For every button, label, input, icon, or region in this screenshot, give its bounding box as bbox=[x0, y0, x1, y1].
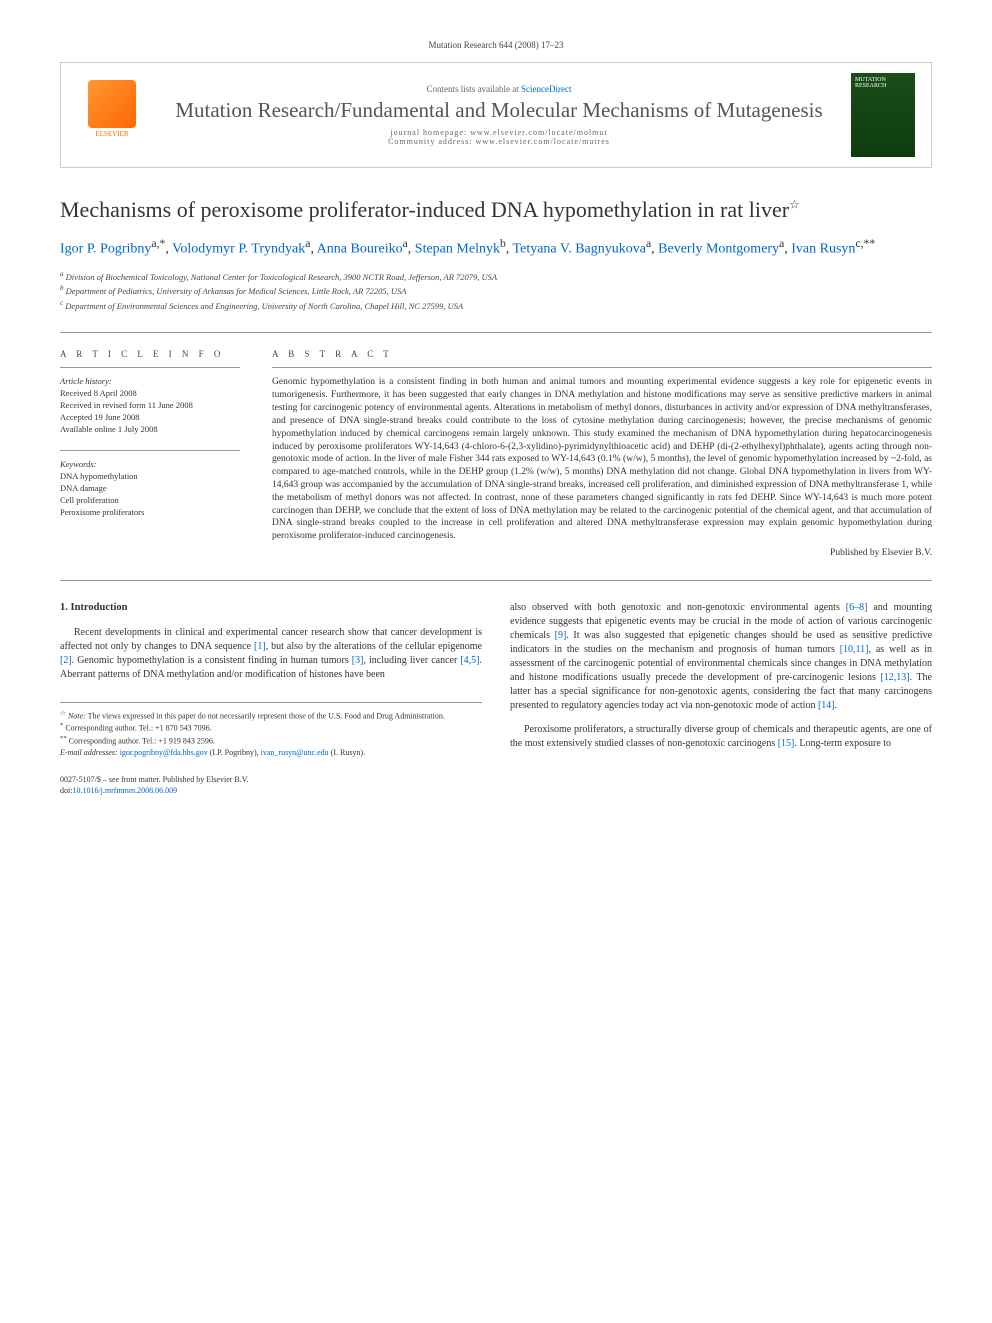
abstract-heading: a b s t r a c t bbox=[272, 349, 932, 359]
full-divider bbox=[60, 580, 932, 581]
affiliation-a: Division of Biochemical Toxicology, Nati… bbox=[66, 272, 497, 282]
ref-link[interactable]: [10,11] bbox=[840, 644, 869, 655]
author-link[interactable]: Ivan Rusyn bbox=[791, 241, 855, 256]
author-sup: a bbox=[646, 237, 651, 250]
author-sup: a bbox=[779, 237, 784, 250]
author-sup: c,** bbox=[855, 237, 875, 250]
corr-sym: ** bbox=[60, 735, 67, 742]
ref-link[interactable]: [9] bbox=[555, 630, 567, 641]
section-heading: 1. Introduction bbox=[60, 601, 482, 616]
sciencedirect-link[interactable]: ScienceDirect bbox=[521, 84, 571, 94]
email-name: (I. Rusyn). bbox=[331, 748, 365, 757]
ref-link[interactable]: [1] bbox=[254, 641, 266, 652]
published-by: Published by Elsevier B.V. bbox=[272, 547, 932, 560]
article-title-text: Mechanisms of peroxisome proliferator-in… bbox=[60, 197, 789, 222]
keywords-title: Keywords: bbox=[60, 459, 240, 469]
keyword: Cell proliferation bbox=[60, 495, 240, 507]
body-paragraph: Peroxisome proliferators, a structurally… bbox=[510, 723, 932, 751]
publisher-name: ELSEVIER bbox=[95, 130, 128, 138]
author-link[interactable]: Stepan Melnyk bbox=[415, 241, 500, 256]
community-url: www.elsevier.com/locate/mutres bbox=[476, 137, 610, 146]
ref-link[interactable]: [3] bbox=[352, 655, 364, 666]
affiliation-b: Department of Pediatrics, University of … bbox=[66, 286, 407, 296]
article-info: a r t i c l e i n f o Article history: R… bbox=[60, 349, 240, 559]
column-right: also observed with both genotoxic and no… bbox=[510, 601, 932, 797]
cover-text: MUTATION RESEARCH bbox=[851, 73, 915, 93]
keyword: DNA damage bbox=[60, 483, 240, 495]
history-received: Received 8 April 2008 bbox=[60, 388, 240, 400]
contents-box: ELSEVIER Contents lists available at Sci… bbox=[60, 62, 932, 168]
ref-link[interactable]: [4,5] bbox=[460, 655, 479, 666]
ref-link[interactable]: [14] bbox=[818, 700, 835, 711]
journal-cover: MUTATION RESEARCH bbox=[851, 73, 915, 157]
article-title: Mechanisms of peroxisome proliferator-in… bbox=[60, 196, 932, 224]
author-link[interactable]: Volodymyr P. Tryndyak bbox=[172, 241, 305, 256]
affiliations: a Division of Biochemical Toxicology, Na… bbox=[60, 269, 932, 313]
homepage-url: www.elsevier.com/locate/molmut bbox=[470, 128, 607, 137]
history-online: Available online 1 July 2008 bbox=[60, 424, 240, 436]
email-link[interactable]: ivan_rusyn@unc.edu bbox=[261, 748, 329, 757]
body-paragraph: Recent developments in clinical and expe… bbox=[60, 626, 482, 682]
author-link[interactable]: Anna Boureiko bbox=[317, 241, 403, 256]
footnote-note: The views expressed in this paper do not… bbox=[88, 711, 445, 720]
doi-label: doi: bbox=[60, 786, 72, 795]
body-paragraph: also observed with both genotoxic and no… bbox=[510, 601, 932, 713]
contents-available: Contents lists available at ScienceDirec… bbox=[167, 84, 831, 94]
ref-link[interactable]: [12,13] bbox=[880, 672, 909, 683]
article-info-heading: a r t i c l e i n f o bbox=[60, 349, 240, 359]
author-sup: a,* bbox=[151, 237, 165, 250]
ref-link[interactable]: [6–8] bbox=[846, 602, 868, 613]
email-label: E-mail addresses: bbox=[60, 748, 118, 757]
author-sup: a bbox=[403, 237, 408, 250]
article-history-title: Article history: bbox=[60, 376, 240, 386]
corr-author-2: Corresponding author. Tel.: +1 919 843 2… bbox=[69, 737, 215, 746]
journal-title: Mutation Research/Fundamental and Molecu… bbox=[167, 98, 831, 123]
history-revised: Received in revised form 11 June 2008 bbox=[60, 400, 240, 412]
community-label: Community address: bbox=[388, 137, 472, 146]
keyword: Peroxisome proliferators bbox=[60, 507, 240, 519]
author-sup: a bbox=[305, 237, 310, 250]
footnotes: ☆ Note: The views expressed in this pape… bbox=[60, 702, 482, 759]
abstract: a b s t r a c t Genomic hypomethylation … bbox=[272, 349, 932, 559]
keyword: DNA hypomethylation bbox=[60, 471, 240, 483]
body-columns: 1. Introduction Recent developments in c… bbox=[60, 601, 932, 797]
front-matter: 0027-5107/$ – see front matter. Publishe… bbox=[60, 774, 482, 785]
email-link[interactable]: igor.pogribny@fda.hhs.gov bbox=[120, 748, 208, 757]
affiliation-c: Department of Environmental Sciences and… bbox=[65, 301, 463, 311]
author-sup: b bbox=[500, 237, 506, 250]
authors-list: Igor P. Pogribnya,*, Volodymyr P. Tryndy… bbox=[60, 236, 932, 259]
corr-sym: * bbox=[60, 722, 63, 729]
column-left: 1. Introduction Recent developments in c… bbox=[60, 601, 482, 797]
homepage-label: journal homepage: bbox=[390, 128, 467, 137]
author-link[interactable]: Beverly Montgomery bbox=[658, 241, 779, 256]
doi-link[interactable]: 10.1016/j.mrfmmm.2008.06.009 bbox=[72, 786, 177, 795]
elsevier-tree-icon bbox=[88, 80, 136, 128]
publisher-logo: ELSEVIER bbox=[77, 80, 147, 150]
journal-header: Mutation Research 644 (2008) 17–23 bbox=[60, 40, 932, 50]
abstract-text: Genomic hypomethylation is a consistent … bbox=[272, 377, 932, 541]
ref-link[interactable]: [2] bbox=[60, 655, 72, 666]
title-footnote-star: ☆ bbox=[789, 198, 800, 212]
contents-available-text: Contents lists available at bbox=[427, 84, 519, 94]
email-name: (I.P. Pogribny), bbox=[210, 748, 259, 757]
divider bbox=[60, 332, 932, 333]
history-accepted: Accepted 19 June 2008 bbox=[60, 412, 240, 424]
author-link[interactable]: Igor P. Pogribny bbox=[60, 241, 151, 256]
footer-meta: 0027-5107/$ – see front matter. Publishe… bbox=[60, 774, 482, 796]
ref-link[interactable]: [15] bbox=[778, 738, 795, 749]
corr-author-1: Corresponding author. Tel.: +1 870 543 7… bbox=[65, 724, 211, 733]
footnote-star: ☆ bbox=[60, 710, 66, 717]
author-link[interactable]: Tetyana V. Bagnyukova bbox=[513, 241, 646, 256]
